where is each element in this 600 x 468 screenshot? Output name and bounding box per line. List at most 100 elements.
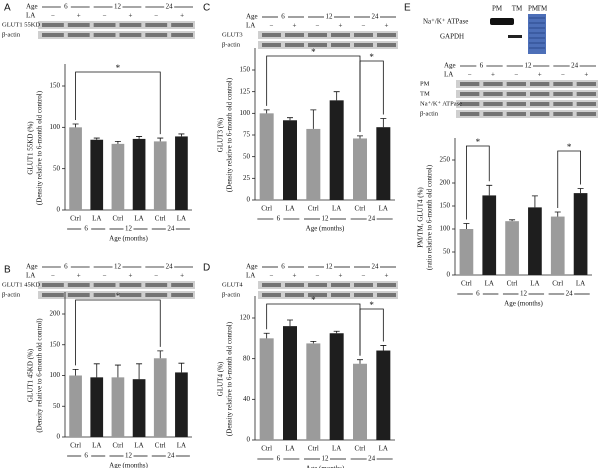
panel-label: E (404, 3, 411, 14)
blot-band (262, 43, 281, 47)
treatment-sign: + (128, 12, 132, 20)
group-label: 6 (84, 452, 88, 460)
blot-band (354, 33, 373, 37)
significance-label: * (116, 63, 121, 73)
treatment-sign: + (293, 22, 297, 30)
significance-bracket (75, 71, 161, 135)
treatment-sign: − (316, 22, 320, 30)
significance-label: * (116, 291, 121, 301)
treatment-sign: − (362, 272, 366, 280)
error-bar (178, 362, 185, 373)
y-tick-label: 100 (240, 109, 251, 117)
bar (306, 128, 321, 200)
y-axis-label: GLUT4 (%) (217, 361, 225, 396)
inset-band-label: Na⁺/K⁺ ATPase (423, 18, 468, 26)
blot-band (285, 43, 304, 47)
blot-band (553, 102, 573, 106)
group-label: 6 (476, 290, 480, 298)
age-value: 6 (64, 3, 68, 11)
bar (283, 120, 297, 200)
error-bar (333, 91, 340, 101)
blot-band (119, 283, 142, 287)
error-bar (577, 188, 584, 194)
band-label: β-actin (2, 31, 21, 38)
y-tick-label: 200 (50, 310, 61, 318)
gel-lane-label: PM (528, 5, 539, 13)
bar (329, 100, 344, 200)
treatment-sign: − (468, 71, 472, 79)
band-label: GLUT3 (222, 31, 243, 38)
inset-lane-label: PM (492, 5, 503, 13)
error-bar (531, 195, 538, 208)
bar (459, 229, 474, 275)
blot-band (377, 283, 396, 287)
bar (111, 143, 125, 210)
blot-band (93, 293, 116, 297)
blot-band (530, 102, 550, 106)
blot-band (145, 23, 168, 27)
treatment-sign: + (293, 272, 297, 280)
panel-label: A (4, 3, 11, 14)
blot-strip (456, 90, 598, 98)
error-bar (136, 363, 143, 380)
blot-band (285, 293, 304, 297)
blot-band (308, 43, 327, 47)
bar (573, 193, 588, 275)
y-tick-label: 150 (440, 202, 451, 210)
age-value: 12 (525, 62, 533, 70)
error-bar (509, 219, 516, 222)
treatment-label: LA (26, 272, 35, 280)
age-value: 12 (114, 3, 122, 11)
x-tick-label: Ctrl (112, 215, 123, 223)
error-bar (114, 364, 121, 378)
y-tick-label: 100 (440, 225, 451, 233)
error-bar (136, 136, 143, 139)
group-label: 12 (125, 452, 133, 460)
blot-band (331, 283, 350, 287)
y-axis-label: GLUT3 (%) (217, 117, 225, 152)
x-axis-label: Age (months) (109, 462, 148, 468)
group-label: 24 (368, 455, 376, 463)
blot-band (530, 92, 550, 96)
blot-band (506, 102, 526, 106)
error-bar (72, 123, 79, 128)
blot-band (331, 43, 350, 47)
bar (69, 127, 82, 210)
x-axis-label: Age (months) (306, 465, 345, 468)
blot-band (119, 293, 142, 297)
significance-bracket (557, 150, 581, 208)
x-tick-label: LA (134, 442, 143, 450)
treatment-sign: + (491, 71, 495, 79)
blot-band (483, 82, 503, 86)
y-tick-label: 0 (247, 196, 251, 204)
blot-band (171, 33, 193, 37)
y-axis-label: PM/TM, GLUT4 (%) (417, 187, 425, 248)
x-tick-label: Ctrl (308, 205, 319, 213)
age-value: 24 (166, 263, 174, 271)
blot-band (308, 33, 327, 37)
treatment-sign: + (180, 272, 184, 280)
y-axis-note: (Density relative to 6-month old control… (36, 318, 44, 433)
y-tick-label: 125 (240, 87, 251, 95)
blot-band (119, 33, 142, 37)
panel-label: C (203, 3, 210, 14)
age-label: Age (246, 263, 258, 271)
band-label: Na⁺/K⁺ ATPase (420, 100, 462, 107)
blot-band (377, 33, 396, 37)
blot-band (460, 92, 480, 96)
x-tick-label: Ctrl (112, 442, 123, 450)
blot-strip (456, 100, 598, 108)
y-tick-label: 150 (50, 340, 61, 348)
group-label: 24 (167, 225, 175, 233)
y-tick-label: 100 (50, 123, 61, 131)
y-tick-label: 25 (243, 174, 251, 182)
blot-band (354, 43, 373, 47)
error-bar (93, 137, 100, 140)
blot-strip (38, 21, 195, 29)
blot-strip (38, 31, 195, 39)
blot-band (145, 293, 168, 297)
y-tick-label: 200 (440, 179, 451, 187)
y-tick-label: 100 (50, 371, 61, 379)
y-tick-label: 50 (53, 402, 61, 410)
blot-band (576, 112, 596, 116)
